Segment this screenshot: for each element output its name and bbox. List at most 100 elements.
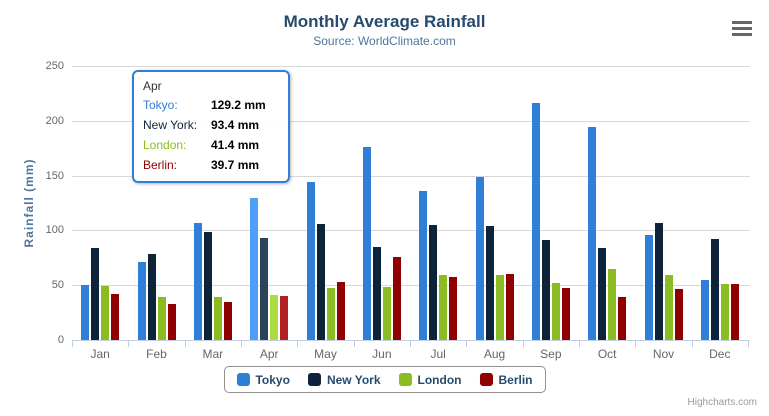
bar-new-york-jan[interactable] [91, 248, 100, 340]
bar-berlin-sep[interactable] [561, 288, 570, 340]
legend-symbol-icon [307, 373, 321, 386]
hamburger-menu-icon [732, 21, 752, 24]
tooltip-series-label: Berlin: [143, 158, 178, 172]
bar-london-jun[interactable] [382, 287, 391, 340]
bar-new-york-jun[interactable] [372, 247, 381, 340]
tooltip-series-label: London: [143, 138, 187, 152]
bar-london-feb[interactable] [157, 297, 166, 340]
bar-london-aug[interactable] [495, 275, 504, 340]
bar-london-dec[interactable] [720, 284, 729, 340]
y-axis-tick-label: 100 [45, 224, 64, 237]
gridline [72, 175, 750, 177]
tooltip-row: Berlin: 39.7 mm [143, 155, 279, 175]
bar-berlin-nov[interactable] [674, 289, 683, 340]
bar-tokyo-jan[interactable] [81, 285, 90, 340]
bar-london-mar[interactable] [213, 297, 222, 340]
x-axis-label-aug: Aug [483, 347, 506, 361]
bar-tokyo-mar[interactable] [193, 223, 202, 340]
credits-link[interactable]: Highcharts.com [687, 397, 757, 408]
bar-london-apr[interactable] [270, 295, 279, 340]
y-axis-tick-label: 150 [45, 169, 64, 182]
bar-new-york-oct[interactable] [598, 248, 607, 340]
tooltip-row: New York: 93.4 mm [143, 115, 279, 135]
y-axis-tick-label: 0 [57, 334, 64, 346]
bar-new-york-aug[interactable] [485, 226, 494, 340]
bar-tokyo-may[interactable] [306, 182, 315, 340]
legend-item-tokyo[interactable]: Tokyo [236, 373, 290, 387]
bar-tokyo-nov[interactable] [644, 235, 653, 340]
legend-item-new-york[interactable]: New York [307, 372, 381, 387]
x-axis-tick [297, 341, 299, 347]
tooltip-header: Apr [143, 79, 162, 93]
bar-new-york-may[interactable] [316, 224, 325, 340]
x-axis-tick [410, 341, 411, 347]
bar-berlin-aug[interactable] [505, 274, 514, 340]
bar-new-york-nov[interactable] [654, 223, 663, 340]
bar-tokyo-sep[interactable] [531, 103, 540, 340]
bar-new-york-feb[interactable] [147, 254, 156, 340]
tooltip-series-label: Tokyo: [143, 98, 178, 112]
chart-subtitle: Source: WorldClimate.com [313, 34, 456, 48]
tooltip-rows: Tokyo: 129.2 mm New York: 93.4 mm London: 41.… [143, 95, 279, 175]
bar-london-jan[interactable] [101, 286, 110, 340]
gridline [72, 230, 750, 232]
legend-label: London [417, 372, 462, 387]
tooltip: Apr Tokyo: 129.2 mm New York: 93.4 mm London… [132, 70, 290, 183]
x-axis-tick [353, 341, 355, 347]
bar-tokyo-feb[interactable] [137, 262, 146, 340]
tooltip-series-value: 39.7 mm [211, 158, 260, 172]
context-menu-button[interactable] [730, 20, 754, 38]
tooltip-series-value: 93.4 mm [211, 118, 260, 132]
bar-tokyo-jun[interactable] [362, 147, 371, 340]
x-axis-tick [72, 341, 73, 347]
x-axis-tick [691, 341, 693, 347]
bar-new-york-apr[interactable] [260, 238, 269, 340]
bar-berlin-apr[interactable] [280, 296, 289, 340]
x-axis-line [72, 340, 750, 341]
bar-berlin-jan[interactable] [111, 294, 120, 340]
legend-symbol-icon [236, 373, 250, 386]
bar-new-york-jul[interactable] [429, 225, 438, 340]
bar-tokyo-jul[interactable] [419, 191, 428, 340]
bar-london-nov[interactable] [664, 275, 673, 340]
bar-new-york-sep[interactable] [541, 240, 550, 340]
bar-tokyo-dec[interactable] [700, 280, 709, 340]
hamburger-menu-icon [732, 27, 752, 30]
legend-item-london[interactable]: London [398, 372, 462, 387]
bar-berlin-dec[interactable] [730, 284, 739, 340]
bar-new-york-dec[interactable] [710, 239, 719, 340]
legend-label: Berlin [498, 372, 533, 387]
y-axis-tick-label: 50 [51, 279, 64, 292]
gridline [72, 120, 750, 122]
bar-berlin-jul[interactable] [449, 277, 458, 340]
x-axis-label-oct: Oct [597, 347, 617, 361]
bar-new-york-mar[interactable] [203, 232, 212, 340]
bar-tokyo-apr[interactable] [250, 198, 259, 340]
tooltip-series-label: New York: [143, 118, 198, 132]
bar-tokyo-aug[interactable] [475, 177, 484, 340]
legend-symbol-icon [479, 373, 493, 386]
bar-london-may[interactable] [326, 288, 335, 340]
legend-label: New York [326, 372, 381, 387]
gridline [72, 285, 750, 287]
tooltip-series-value: 41.4 mm [211, 138, 260, 152]
chart-title: Monthly Average Rainfall [283, 12, 486, 31]
x-axis-tick [128, 341, 130, 347]
bar-tokyo-oct[interactable] [588, 127, 597, 340]
bar-london-oct[interactable] [608, 269, 617, 340]
legend-item-berlin[interactable]: Berlin [479, 372, 533, 387]
x-axis-tick [635, 341, 637, 347]
bar-berlin-feb[interactable] [167, 304, 176, 340]
legend-symbol-icon [398, 373, 412, 386]
bar-berlin-jun[interactable] [392, 257, 401, 340]
bar-london-sep[interactable] [551, 283, 560, 340]
tooltip-row: London: 41.4 mm [143, 135, 279, 155]
bar-london-jul[interactable] [439, 275, 448, 340]
legend: Tokyo New York London Berlin [223, 366, 546, 393]
x-axis-label-mar: Mar [202, 347, 224, 361]
bar-berlin-may[interactable] [336, 282, 345, 340]
bar-berlin-mar[interactable] [223, 302, 232, 340]
gridline [72, 66, 750, 67]
bar-berlin-oct[interactable] [618, 297, 627, 340]
x-axis-tick [184, 341, 186, 347]
